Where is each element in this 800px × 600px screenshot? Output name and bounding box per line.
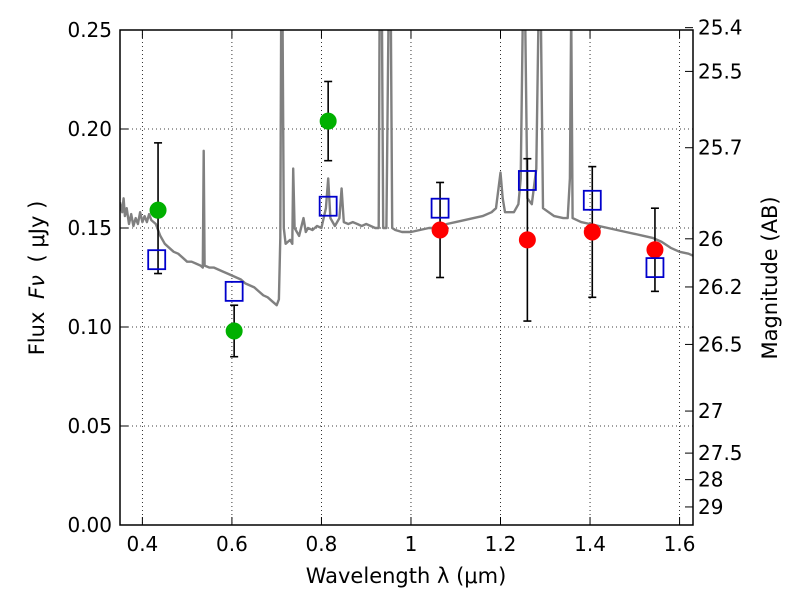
magnitude-tick-label: 25.4 (698, 16, 743, 40)
plot-background (120, 30, 693, 525)
x-tick-label: 0.8 (306, 532, 338, 556)
grid (120, 29, 693, 526)
red-point (431, 221, 449, 239)
model-square (645, 257, 665, 279)
y-axis-title-prefix: Flux (25, 312, 49, 356)
magnitude-tick-label: 28 (698, 468, 723, 492)
spectrum-line (120, 30, 693, 307)
magnitude-tick-label: 26.5 (698, 332, 743, 356)
data-series (147, 80, 665, 358)
magnitude-tick-label: 26 (698, 227, 723, 251)
axis-ticks: 0.4 0.6 0.8 1 1.2 1.4 1.6 0.00 0.05 0.10 0.15 0.20 0… (67, 16, 742, 556)
model-square (582, 189, 602, 211)
magnitude-axis-title: Magnitude (AB) (758, 196, 782, 359)
model-square (430, 197, 450, 219)
red-point (583, 223, 601, 241)
y-axis-title-symbol: Fν (25, 275, 49, 299)
y-tick-label: 0.25 (67, 18, 112, 42)
magnitude-tick-label: 27 (698, 399, 723, 423)
x-tick-label: 0.6 (216, 532, 248, 556)
red-point (646, 241, 664, 259)
magnitude-tick-label: 25.7 (698, 136, 743, 160)
x-tick-label: 1.6 (664, 532, 696, 556)
magnitude-tick-label: 26.2 (698, 275, 743, 299)
red-point (518, 231, 536, 249)
y-tick-label: 0.10 (67, 315, 112, 339)
x-tick-label: 1.4 (574, 532, 606, 556)
x-tick-label: 1 (405, 532, 418, 556)
magnitude-tick-label: 27.5 (698, 441, 743, 465)
y-tick-label: 0.05 (67, 414, 112, 438)
model-square (517, 170, 537, 191)
magnitude-tick-label: 25.5 (698, 59, 743, 83)
y-axis-title-unit: ( μJy ) (25, 201, 49, 263)
green-point (149, 201, 167, 219)
x-tick-label: 0.4 (126, 532, 158, 556)
model-square (147, 249, 167, 271)
model-spectrum (120, 30, 693, 307)
plot-frame (119, 29, 694, 526)
y-axis-title: Flux Fν ( μJy ) (25, 201, 49, 356)
green-point (225, 322, 243, 340)
model-square (224, 280, 244, 302)
x-axis-title: Wavelength λ (μm) (306, 564, 507, 588)
magnitude-tick-label: 29 (698, 495, 723, 519)
y-tick-label: 0.20 (67, 117, 112, 141)
model-square (318, 195, 338, 217)
x-tick-label: 1.2 (485, 532, 517, 556)
y-tick-label: 0.00 (67, 513, 112, 537)
y-tick-label: 0.15 (67, 216, 112, 240)
green-point (319, 112, 337, 130)
